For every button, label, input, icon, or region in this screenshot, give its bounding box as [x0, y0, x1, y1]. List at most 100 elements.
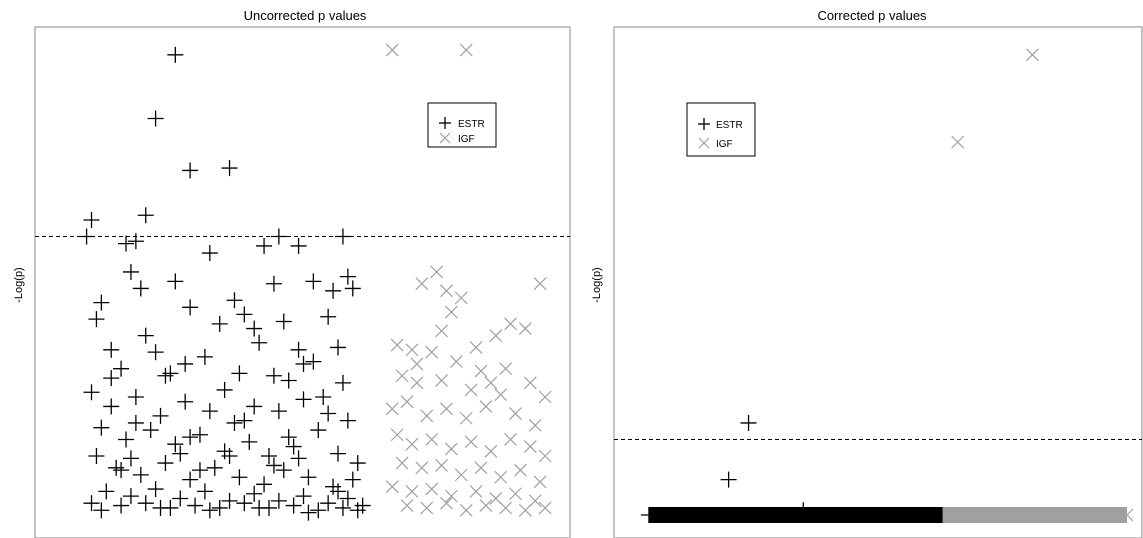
- point-estr: [290, 341, 307, 358]
- point-estr: [127, 414, 144, 431]
- left-legend-estr-marker: [439, 117, 451, 129]
- point-estr: [246, 398, 263, 415]
- point-estr: [221, 492, 238, 509]
- point-estr: [290, 450, 307, 467]
- point-igf: [533, 475, 547, 489]
- point-estr: [285, 497, 302, 514]
- point-igf: [474, 364, 488, 378]
- point-estr: [103, 398, 120, 415]
- point-estr: [325, 478, 342, 495]
- point-estr: [216, 443, 233, 460]
- point-igf: [444, 489, 458, 503]
- point-igf: [435, 459, 448, 472]
- point-igf: [479, 499, 493, 512]
- point-igf: [390, 428, 404, 442]
- right-y-axis-label: -Log(p): [591, 267, 603, 302]
- point-igf: [425, 433, 439, 446]
- point-igf: [459, 411, 473, 425]
- left-legend-igf-marker: [439, 132, 451, 144]
- point-estr: [113, 360, 130, 377]
- point-estr: [147, 344, 164, 361]
- point-igf: [420, 501, 434, 515]
- point-igf: [415, 277, 429, 291]
- point-igf: [440, 284, 453, 298]
- point-estr: [265, 457, 282, 474]
- point-estr: [795, 502, 812, 519]
- point-igf: [410, 376, 424, 390]
- point-estr: [122, 488, 139, 505]
- point-igf: [449, 355, 463, 369]
- point-estr: [280, 429, 297, 446]
- point-igf: [454, 468, 468, 482]
- point-estr: [236, 306, 253, 323]
- point-igf: [385, 43, 399, 57]
- right-legend-estr-marker: [698, 118, 710, 130]
- point-estr: [113, 462, 130, 479]
- left-legend-box: [427, 102, 497, 148]
- point-estr: [196, 348, 213, 365]
- point-igf: [395, 369, 409, 383]
- point-estr: [201, 502, 218, 519]
- point-estr: [320, 405, 337, 422]
- point-estr: [231, 469, 248, 486]
- point-igf: [444, 442, 458, 456]
- point-igf: [538, 449, 552, 463]
- point-estr: [152, 407, 169, 424]
- point-igf: [533, 277, 547, 291]
- point-estr: [221, 160, 238, 177]
- point-estr: [315, 389, 332, 405]
- point-estr: [167, 46, 184, 63]
- point-estr: [330, 445, 347, 462]
- point-estr: [270, 492, 287, 509]
- point-igf: [425, 345, 439, 359]
- point-estr: [285, 438, 302, 455]
- point-estr: [211, 499, 228, 516]
- point-estr: [182, 299, 199, 316]
- point-igf: [509, 487, 522, 501]
- point-estr: [216, 381, 233, 398]
- point-igf: [415, 461, 429, 475]
- point-igf: [523, 376, 537, 390]
- point-estr: [310, 422, 327, 439]
- point-igf: [469, 341, 483, 354]
- point-estr: [83, 495, 100, 512]
- point-estr: [157, 455, 174, 472]
- point-estr: [187, 497, 204, 514]
- point-estr: [330, 483, 347, 500]
- point-igf: [435, 374, 448, 387]
- point-estr: [147, 481, 164, 498]
- point-estr: [265, 367, 282, 384]
- point-estr: [226, 292, 243, 309]
- point-estr: [88, 311, 105, 328]
- point-estr: [118, 431, 135, 448]
- point-igf: [454, 291, 468, 305]
- point-estr: [182, 162, 199, 179]
- point-estr: [122, 450, 139, 467]
- point-estr: [201, 245, 218, 262]
- point-igf: [484, 376, 498, 390]
- point-estr: [118, 235, 135, 252]
- right-chart-title: Corrected p values: [817, 8, 927, 23]
- right-legend: ESTR IGF: [686, 102, 756, 157]
- point-estr: [344, 471, 361, 488]
- point-estr: [172, 445, 189, 462]
- point-estr: [108, 459, 125, 476]
- point-igf: [513, 463, 527, 477]
- point-estr: [334, 228, 351, 245]
- point-igf: [518, 322, 532, 335]
- point-estr: [334, 499, 351, 516]
- point-igf: [538, 501, 552, 515]
- point-estr: [211, 315, 228, 332]
- point-estr: [344, 280, 361, 297]
- point-estr: [231, 365, 248, 382]
- point-igf: [405, 343, 419, 357]
- point-estr: [295, 488, 312, 505]
- point-estr: [201, 403, 218, 420]
- point-estr: [137, 495, 154, 512]
- point-estr: [147, 110, 164, 127]
- point-estr: [182, 471, 199, 488]
- point-estr: [349, 502, 366, 519]
- point-estr: [256, 237, 273, 254]
- point-igf: [538, 390, 552, 404]
